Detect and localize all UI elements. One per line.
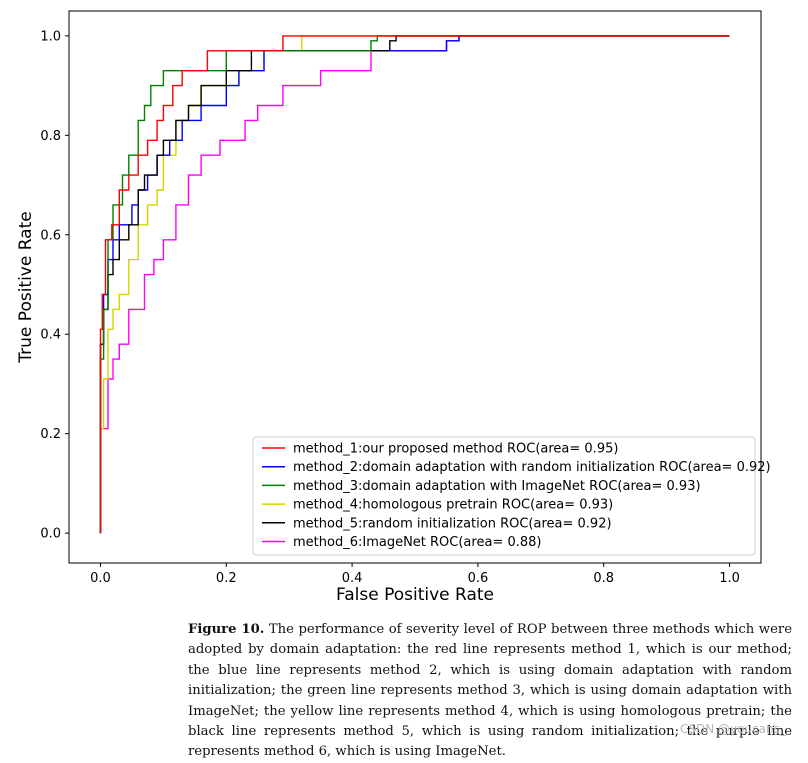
legend-label-method-5: method_5:random initialization ROC(area=… [293,516,612,531]
y-tick-label: 0.6 [40,228,61,243]
roc-line-method-6 [99,35,730,534]
roc-line-method-1 [99,35,730,534]
plot-area: 0.0 0.2 0.4 0.6 0.8 1.0 0.0 0.2 0.4 0.6 0.8 1.0 [40,10,762,586]
x-tick-label: 0.4 [342,571,363,586]
caption-label: Figure 10. [188,622,265,637]
roc-chart: 0.0 0.2 0.4 0.6 0.8 1.0 0.0 0.2 0.4 0.6 0.8 1.0 Fa… [16,10,771,605]
x-tick-label: 1.0 [719,571,740,586]
y-axis-ticks: 0.0 0.2 0.4 0.6 0.8 1.0 [40,29,69,542]
legend-label-method-2: method_2:domain adaptation with random i… [293,460,771,475]
x-tick-label: 0.6 [468,571,489,586]
x-tick-label: 0.2 [216,571,237,586]
legend-label-method-3: method_3:domain adaptation with ImageNet… [293,479,701,494]
x-tick-label: 0.8 [593,571,614,586]
legend-label-method-6: method_6:ImageNet ROC(area= 0.88) [293,535,541,550]
figure-caption: Figure 10. The performance of severity l… [188,620,792,763]
y-tick-label: 0.2 [40,427,61,442]
roc-line-method-3 [99,35,730,534]
legend-label-method-4: method_4:homologous pretrain ROC(area= 0… [293,498,613,513]
x-axis-label: False Positive Rate [336,585,494,605]
caption-text: The performance of severity level of ROP… [188,622,792,760]
watermark: CSDN @youcans_ [680,722,786,736]
legend: method_1:our proposed method ROC(area= 0… [252,436,771,556]
y-tick-label: 0.8 [40,129,61,144]
y-axis-label: True Positive Rate [16,211,36,363]
legend-label-method-1: method_1:our proposed method ROC(area= 0… [293,442,618,457]
x-tick-label: 0.0 [90,571,111,586]
legend-frame [252,436,756,556]
y-tick-label: 0.4 [40,328,61,343]
y-tick-label: 0.0 [40,527,61,542]
plot-frame [68,10,762,564]
y-tick-label: 1.0 [40,29,61,44]
x-axis-ticks: 0.0 0.2 0.4 0.6 0.8 1.0 [90,563,740,586]
legend-items: method_1:our proposed method ROC(area= 0… [262,442,771,550]
series-layer [99,35,730,534]
